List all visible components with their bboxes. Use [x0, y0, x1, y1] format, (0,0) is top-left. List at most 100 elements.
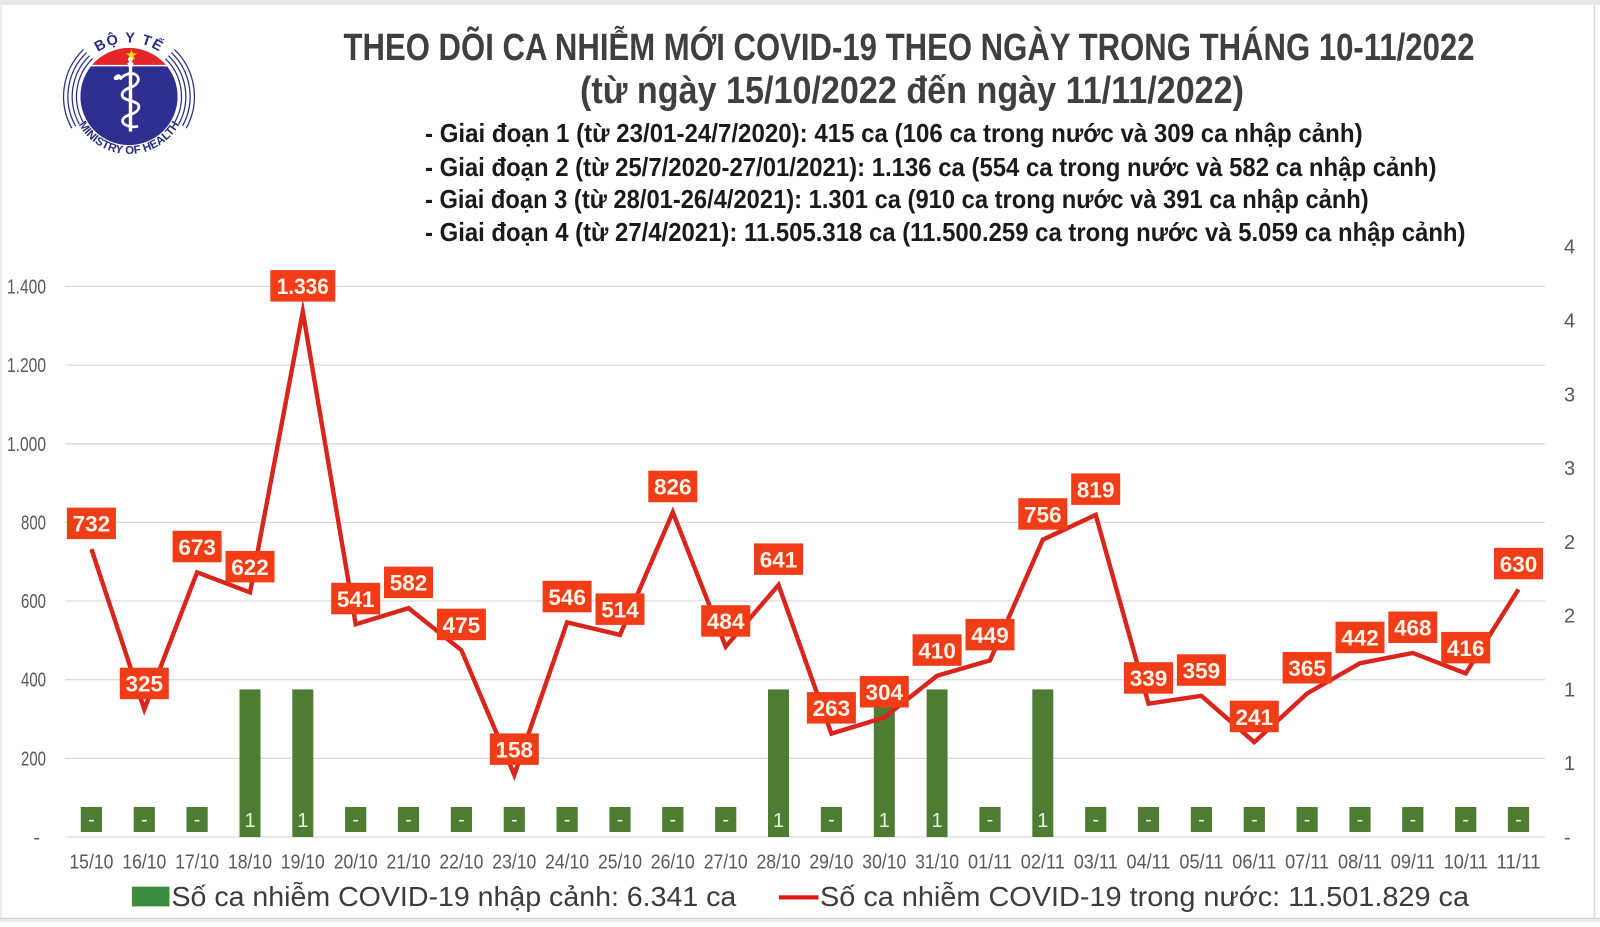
svg-text:-: - [194, 809, 201, 831]
svg-text:622: 622 [231, 555, 269, 580]
svg-text:04/11: 04/11 [1127, 852, 1171, 874]
svg-text:-: - [722, 809, 729, 831]
svg-text:15/10: 15/10 [69, 852, 113, 874]
svg-text:1: 1 [1037, 810, 1048, 832]
svg-text:3: 3 [1564, 458, 1575, 480]
svg-text:07/11: 07/11 [1285, 852, 1329, 874]
svg-text:1.200: 1.200 [7, 355, 46, 377]
svg-text:819: 819 [1077, 478, 1115, 503]
svg-text:17/10: 17/10 [175, 852, 219, 874]
svg-text:- Giai đoạn 3 (từ 28/01-26/4/2: - Giai đoạn 3 (từ 28/01-26/4/2021): 1.30… [425, 184, 1369, 214]
svg-text:-: - [1462, 809, 1469, 831]
svg-text:- Giai đoạn 4 (từ 27/4/2021):: - Giai đoạn 4 (từ 27/4/2021): 11.505.318… [425, 217, 1466, 247]
svg-text:-: - [828, 809, 835, 831]
svg-text:1: 1 [297, 810, 308, 832]
svg-text:-: - [1564, 827, 1571, 849]
svg-text:20/10: 20/10 [334, 852, 378, 874]
svg-text:26/10: 26/10 [651, 852, 695, 874]
svg-text:22/10: 22/10 [439, 852, 483, 874]
svg-text:514: 514 [601, 597, 639, 622]
svg-text:1.400: 1.400 [7, 276, 46, 298]
svg-text:756: 756 [1024, 502, 1062, 527]
svg-text:-: - [352, 809, 359, 831]
svg-text:1: 1 [1564, 753, 1575, 775]
svg-text:2: 2 [1564, 606, 1575, 628]
svg-text:4: 4 [1564, 237, 1575, 259]
svg-text:06/11: 06/11 [1232, 852, 1276, 874]
svg-text:-: - [1251, 809, 1258, 831]
svg-text:673: 673 [178, 535, 216, 560]
svg-text:18/10: 18/10 [228, 852, 272, 874]
svg-text:732: 732 [73, 512, 111, 537]
svg-text:-: - [141, 809, 148, 831]
svg-text:Số ca nhiễm COVID-19 nhập cảnh: Số ca nhiễm COVID-19 nhập cảnh: 6.341 ca [172, 881, 737, 912]
svg-text:2: 2 [1564, 532, 1575, 554]
svg-text:263: 263 [813, 696, 851, 721]
svg-text:630: 630 [1500, 552, 1538, 577]
svg-text:1.336: 1.336 [277, 274, 329, 299]
svg-text:-: - [669, 809, 676, 831]
svg-text:-: - [511, 809, 518, 831]
svg-text:200: 200 [21, 748, 46, 770]
svg-text:442: 442 [1341, 626, 1379, 651]
svg-text:3: 3 [1564, 384, 1575, 406]
svg-text:03/11: 03/11 [1074, 852, 1118, 874]
svg-text:11/11: 11/11 [1497, 852, 1541, 874]
svg-text:-: - [405, 809, 412, 831]
svg-text:-: - [1304, 809, 1311, 831]
svg-text:31/10: 31/10 [915, 852, 959, 874]
svg-text:THEO DÕI CA NHIỄM MỚI COVID-19: THEO DÕI CA NHIỄM MỚI COVID-19 THEO NGÀY… [344, 25, 1475, 69]
svg-text:641: 641 [760, 548, 798, 573]
svg-text:-: - [1515, 809, 1522, 831]
svg-text:01/11: 01/11 [968, 852, 1012, 874]
svg-text:582: 582 [390, 571, 428, 596]
svg-text:1: 1 [879, 810, 890, 832]
svg-text:27/10: 27/10 [704, 852, 748, 874]
svg-text:241: 241 [1236, 705, 1274, 730]
svg-text:- Giai đoạn 2 (từ 25/7/2020-27: - Giai đoạn 2 (từ 25/7/2020-27/01/2021):… [425, 152, 1437, 182]
svg-text:484: 484 [707, 609, 745, 634]
svg-text:826: 826 [654, 475, 692, 500]
svg-text:25/10: 25/10 [598, 852, 642, 874]
svg-text:Số ca nhiễm COVID-19 trong nướ: Số ca nhiễm COVID-19 trong nước: 11.501.… [820, 881, 1469, 912]
svg-text:410: 410 [918, 638, 956, 663]
svg-text:29/10: 29/10 [809, 852, 853, 874]
svg-text:-: - [33, 827, 40, 849]
svg-text:-: - [88, 809, 95, 831]
svg-text:325: 325 [126, 672, 164, 697]
svg-text:800: 800 [21, 512, 46, 534]
svg-text:-: - [458, 809, 465, 831]
svg-text:541: 541 [337, 587, 375, 612]
svg-text:-: - [1357, 809, 1364, 831]
svg-text:-: - [617, 809, 624, 831]
svg-text:24/10: 24/10 [545, 852, 589, 874]
svg-text:30/10: 30/10 [862, 852, 906, 874]
svg-text:1: 1 [773, 810, 784, 832]
svg-text:-: - [1145, 809, 1152, 831]
svg-text:468: 468 [1394, 616, 1432, 641]
svg-text:(từ ngày 15/10/2022 đến ngày 1: (từ ngày 15/10/2022 đến ngày 11/11/2022) [580, 70, 1244, 112]
svg-text:475: 475 [443, 613, 481, 638]
svg-text:05/11: 05/11 [1179, 852, 1223, 874]
svg-text:339: 339 [1130, 666, 1168, 691]
svg-text:1: 1 [932, 810, 943, 832]
svg-text:10/11: 10/11 [1444, 852, 1488, 874]
svg-text:- Giai đoạn 1 (từ 23/01-24/7/2: - Giai đoạn 1 (từ 23/01-24/7/2020): 415 … [425, 118, 1363, 148]
svg-text:365: 365 [1288, 656, 1326, 681]
svg-text:359: 359 [1183, 658, 1221, 683]
svg-text:158: 158 [496, 737, 534, 762]
svg-text:4: 4 [1564, 311, 1575, 333]
svg-text:416: 416 [1447, 636, 1485, 661]
svg-text:546: 546 [548, 585, 586, 610]
svg-text:-: - [564, 809, 571, 831]
svg-text:304: 304 [866, 680, 904, 705]
svg-text:1.000: 1.000 [7, 434, 46, 456]
svg-text:16/10: 16/10 [122, 852, 166, 874]
svg-text:08/11: 08/11 [1338, 852, 1382, 874]
svg-text:09/11: 09/11 [1391, 852, 1435, 874]
svg-text:-: - [1409, 809, 1416, 831]
svg-text:449: 449 [971, 623, 1009, 648]
svg-text:-: - [1198, 809, 1205, 831]
svg-text:02/11: 02/11 [1021, 852, 1065, 874]
svg-text:-: - [987, 809, 994, 831]
